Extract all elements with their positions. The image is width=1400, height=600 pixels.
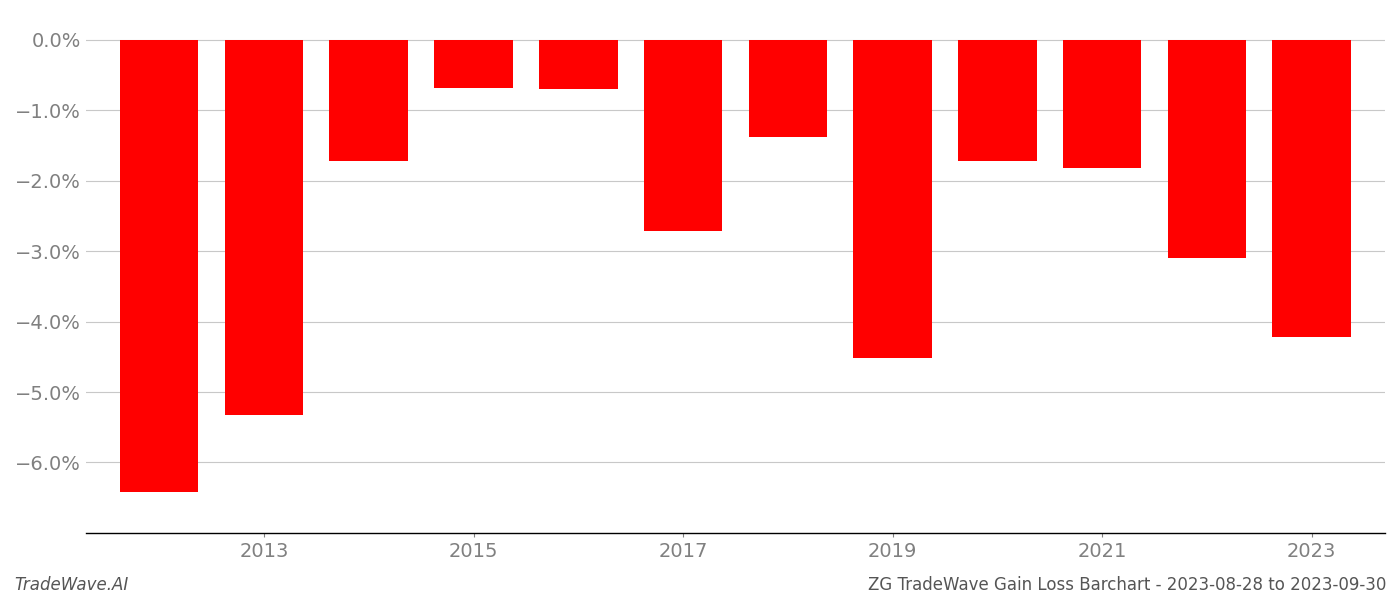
Bar — [539, 40, 617, 89]
Bar — [644, 40, 722, 232]
Bar — [749, 40, 827, 137]
Bar — [1063, 40, 1141, 168]
Text: ZG TradeWave Gain Loss Barchart - 2023-08-28 to 2023-09-30: ZG TradeWave Gain Loss Barchart - 2023-0… — [868, 576, 1386, 594]
Bar — [853, 40, 932, 358]
Text: TradeWave.AI: TradeWave.AI — [14, 576, 129, 594]
Bar — [224, 40, 304, 415]
Bar — [1168, 40, 1246, 258]
Bar — [434, 40, 512, 88]
Bar — [120, 40, 199, 492]
Bar — [958, 40, 1036, 161]
Bar — [1273, 40, 1351, 337]
Bar — [329, 40, 407, 161]
